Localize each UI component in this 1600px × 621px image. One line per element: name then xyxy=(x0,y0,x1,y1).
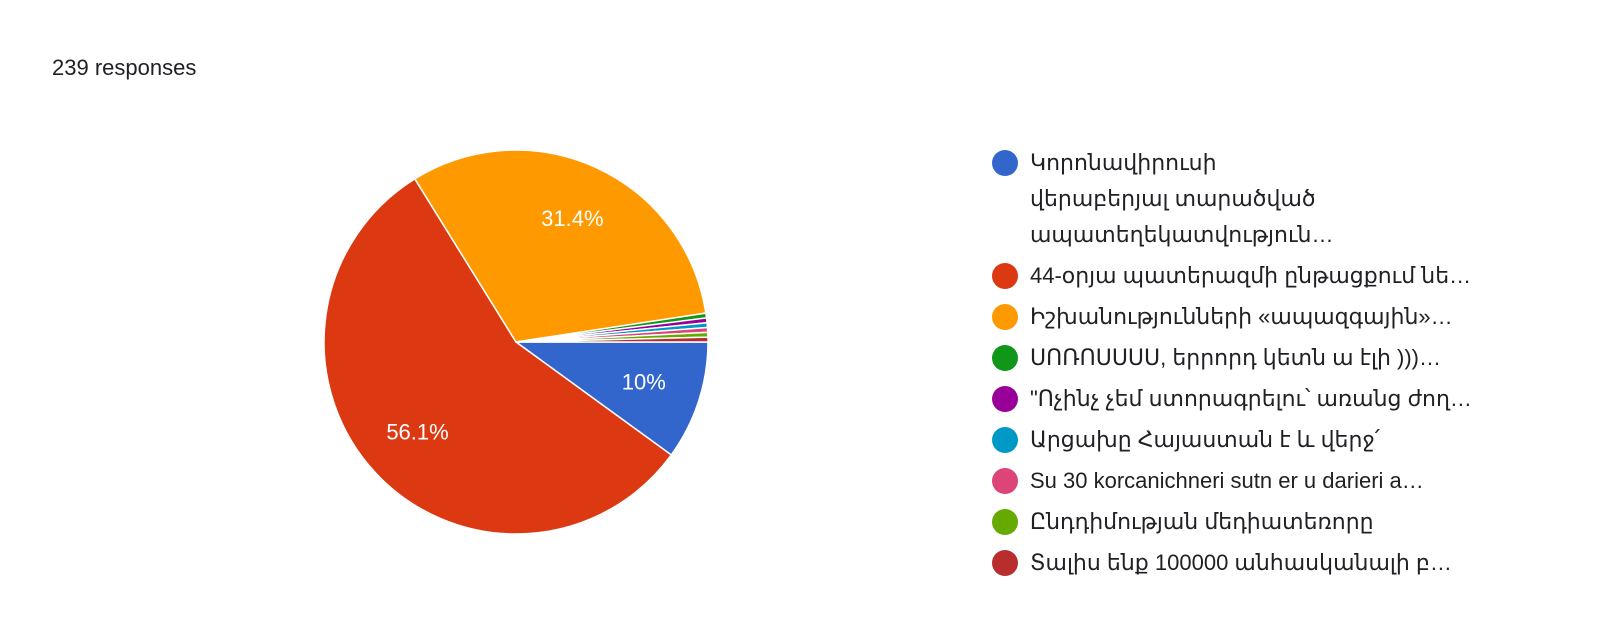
slice-label: 56.1% xyxy=(386,419,448,444)
legend-swatch xyxy=(992,345,1018,371)
legend-label: ՍՈՌՈՍՍՍՍ, երրորդ կետն ա էլի )))… xyxy=(1030,345,1442,370)
legend-label: Ընդդիմության մեդիատեռորը xyxy=(1030,509,1374,534)
legend-label: Արցախը Հայաստան է և վերջ՛ xyxy=(1030,427,1380,452)
legend-swatch xyxy=(992,304,1018,330)
legend-item: 44-օրյա պատերազմի ընթացքում նե… xyxy=(990,258,1500,294)
legend-swatch xyxy=(992,386,1018,412)
legend-item: "Ոչինչ չեմ ստորագրելու՝ առանց ժող… xyxy=(990,381,1500,417)
pie-slice xyxy=(515,336,709,343)
legend-label: Տալիս ենք 100000 անհասկանալի բ… xyxy=(1030,550,1452,575)
legend-swatch xyxy=(992,468,1018,494)
legend-label: 44-օրյա պատերազմի ընթացքում նե… xyxy=(1030,263,1472,288)
legend-label: Իշխանությունների «ապազգային»… xyxy=(1030,304,1453,329)
pie-chart: 10% 56.1% 31.4% xyxy=(323,149,709,535)
legend-swatch xyxy=(992,509,1018,535)
response-count: 239 responses xyxy=(52,55,197,80)
legend-item: Su 30 korcanichneri sutn er u darieri a… xyxy=(990,463,1500,499)
slice-label: 10% xyxy=(622,369,666,394)
legend-item: Կորոնավիրուսի վերաբերյալ տարածված ապատեղ… xyxy=(990,145,1500,253)
legend-swatch xyxy=(992,150,1018,176)
legend-item: Տալիս ենք 100000 անհասկանալի բ… xyxy=(990,545,1500,581)
legend-item: ՍՈՌՈՍՍՍՍ, երրորդ կետն ա էլի )))… xyxy=(990,340,1500,376)
legend-item: Արցախը Հայաստան է և վերջ՛ xyxy=(990,422,1500,458)
pie-slice xyxy=(513,341,709,456)
legend-label: Su 30 korcanichneri sutn er u darieri a… xyxy=(1030,468,1424,493)
legend-swatch xyxy=(992,263,1018,289)
slice-label: 31.4% xyxy=(541,206,603,231)
legend-swatch xyxy=(992,550,1018,576)
legend-item: Ընդդիմության մեդիատեռորը xyxy=(990,504,1500,540)
pie-slice xyxy=(323,177,673,535)
legend-label: Կորոնավիրուսի վերաբերյալ տարածված ապատեղ… xyxy=(1030,150,1334,247)
pie-slice xyxy=(413,149,707,343)
legend-label: "Ոչինչ չեմ ստորագրելու՝ առանց ժող… xyxy=(1030,386,1472,411)
legend-swatch xyxy=(992,427,1018,453)
legend-item: Իշխանությունների «ապազգային»… xyxy=(990,299,1500,335)
